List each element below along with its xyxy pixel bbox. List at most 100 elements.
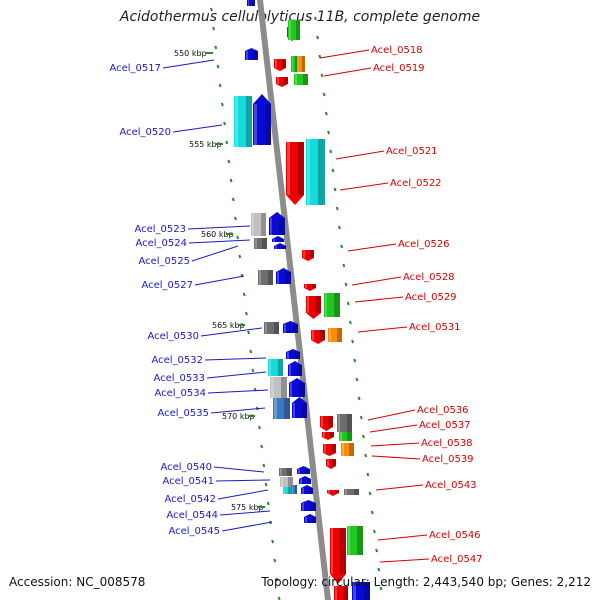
track-dash bbox=[260, 444, 264, 449]
gene-label: Acel_0523 bbox=[134, 224, 186, 235]
gene-label: Acel_0519 bbox=[373, 63, 425, 74]
feature-shade bbox=[318, 139, 325, 205]
feature-highlight bbox=[323, 432, 325, 437]
feature-highlight bbox=[302, 488, 304, 494]
gene-feature bbox=[324, 293, 340, 317]
gene-feature bbox=[274, 243, 286, 249]
gene-feature bbox=[328, 328, 342, 342]
gene-feature bbox=[306, 139, 325, 205]
leader-line bbox=[215, 479, 271, 482]
gene-label: Acel_0540 bbox=[160, 462, 212, 473]
feature-shade bbox=[262, 238, 267, 249]
feature-shade bbox=[284, 77, 288, 84]
accession-text: Accession: NC_008578 bbox=[9, 575, 146, 589]
track-dash bbox=[220, 102, 224, 107]
leader-line bbox=[351, 276, 402, 286]
gene-label: Acel_0542 bbox=[164, 494, 216, 505]
feature-highlight bbox=[274, 398, 277, 419]
feature-shade bbox=[330, 432, 334, 437]
gene-label: Acel_0517 bbox=[109, 63, 161, 74]
gene-feature bbox=[291, 485, 297, 494]
track-dash bbox=[346, 301, 350, 306]
gene-feature bbox=[302, 250, 314, 261]
feature-highlight bbox=[277, 272, 279, 284]
track-dash bbox=[320, 73, 324, 78]
feature-shade bbox=[335, 490, 339, 493]
gene-feature bbox=[320, 416, 333, 431]
gene-feature bbox=[291, 56, 297, 72]
feature-highlight bbox=[287, 352, 289, 359]
gene-feature bbox=[301, 500, 316, 511]
gene-feature bbox=[326, 459, 336, 469]
gene-feature bbox=[268, 359, 283, 376]
leader-lines bbox=[162, 49, 430, 563]
track-dash bbox=[368, 491, 372, 496]
track-dash bbox=[322, 92, 326, 97]
tick-label: 550 kbp bbox=[174, 49, 207, 58]
feature-highlight bbox=[246, 51, 248, 60]
feature-highlight bbox=[284, 324, 286, 333]
feature-highlight bbox=[289, 365, 291, 376]
feature-highlight bbox=[324, 444, 326, 453]
gene-label: Acel_0533 bbox=[153, 373, 205, 384]
gene-feature bbox=[306, 296, 321, 319]
gene-feature bbox=[334, 586, 348, 600]
gene-feature bbox=[327, 490, 339, 496]
leader-line bbox=[162, 59, 215, 69]
gene-feature bbox=[297, 56, 305, 72]
leader-line bbox=[206, 371, 267, 379]
feature-shade bbox=[295, 485, 297, 494]
feature-highlight bbox=[292, 485, 293, 494]
feature-shade bbox=[347, 432, 352, 441]
leader-line bbox=[354, 296, 404, 303]
gene-feature bbox=[251, 213, 266, 236]
feature-highlight bbox=[305, 284, 307, 288]
tick-label: 555 kbp bbox=[189, 140, 222, 149]
feature-highlight bbox=[331, 528, 333, 574]
track-dash bbox=[225, 140, 229, 145]
feature-highlight bbox=[353, 582, 356, 600]
feature-highlight bbox=[255, 238, 257, 249]
track-dash bbox=[379, 586, 383, 591]
feature-highlight bbox=[275, 59, 277, 68]
gene-feature bbox=[279, 468, 292, 476]
gene-label: Acel_0521 bbox=[386, 146, 438, 157]
gene-feature bbox=[304, 284, 316, 291]
feature-highlight bbox=[287, 142, 290, 195]
feature-highlight bbox=[271, 377, 274, 398]
feature-shade bbox=[295, 352, 300, 359]
track-dash bbox=[209, 7, 213, 12]
feature-highlight bbox=[292, 56, 293, 72]
gene-label: Acel_0522 bbox=[390, 178, 442, 189]
track-dash bbox=[271, 539, 275, 544]
feature-highlight bbox=[325, 293, 327, 317]
leader-line bbox=[217, 489, 269, 500]
leader-line bbox=[221, 521, 273, 532]
feature-shade bbox=[246, 96, 252, 147]
feature-highlight bbox=[269, 359, 271, 376]
gene-label: Acel_0526 bbox=[398, 239, 450, 250]
feature-shade bbox=[293, 324, 298, 333]
track-dash bbox=[348, 320, 352, 325]
feature-shade bbox=[331, 444, 336, 453]
feature-highlight bbox=[293, 403, 295, 418]
gene-feature bbox=[289, 378, 305, 397]
feature-highlight bbox=[328, 490, 330, 493]
feature-shade bbox=[252, 0, 255, 6]
track-dash bbox=[351, 339, 355, 344]
feature-shade bbox=[296, 20, 300, 40]
feature-highlight bbox=[329, 328, 331, 342]
feature-shade bbox=[307, 479, 311, 484]
track-dash bbox=[333, 187, 337, 192]
leader-line bbox=[188, 239, 251, 244]
feature-shade bbox=[287, 468, 292, 476]
track-dash bbox=[329, 149, 333, 154]
track-dash bbox=[375, 548, 379, 553]
gene-feature bbox=[322, 432, 334, 440]
track-dash bbox=[338, 225, 341, 230]
feature-group bbox=[234, 0, 370, 600]
gene-feature bbox=[339, 432, 352, 441]
leader-line bbox=[210, 407, 266, 414]
feature-shade bbox=[253, 51, 258, 60]
track-dash bbox=[216, 64, 220, 69]
